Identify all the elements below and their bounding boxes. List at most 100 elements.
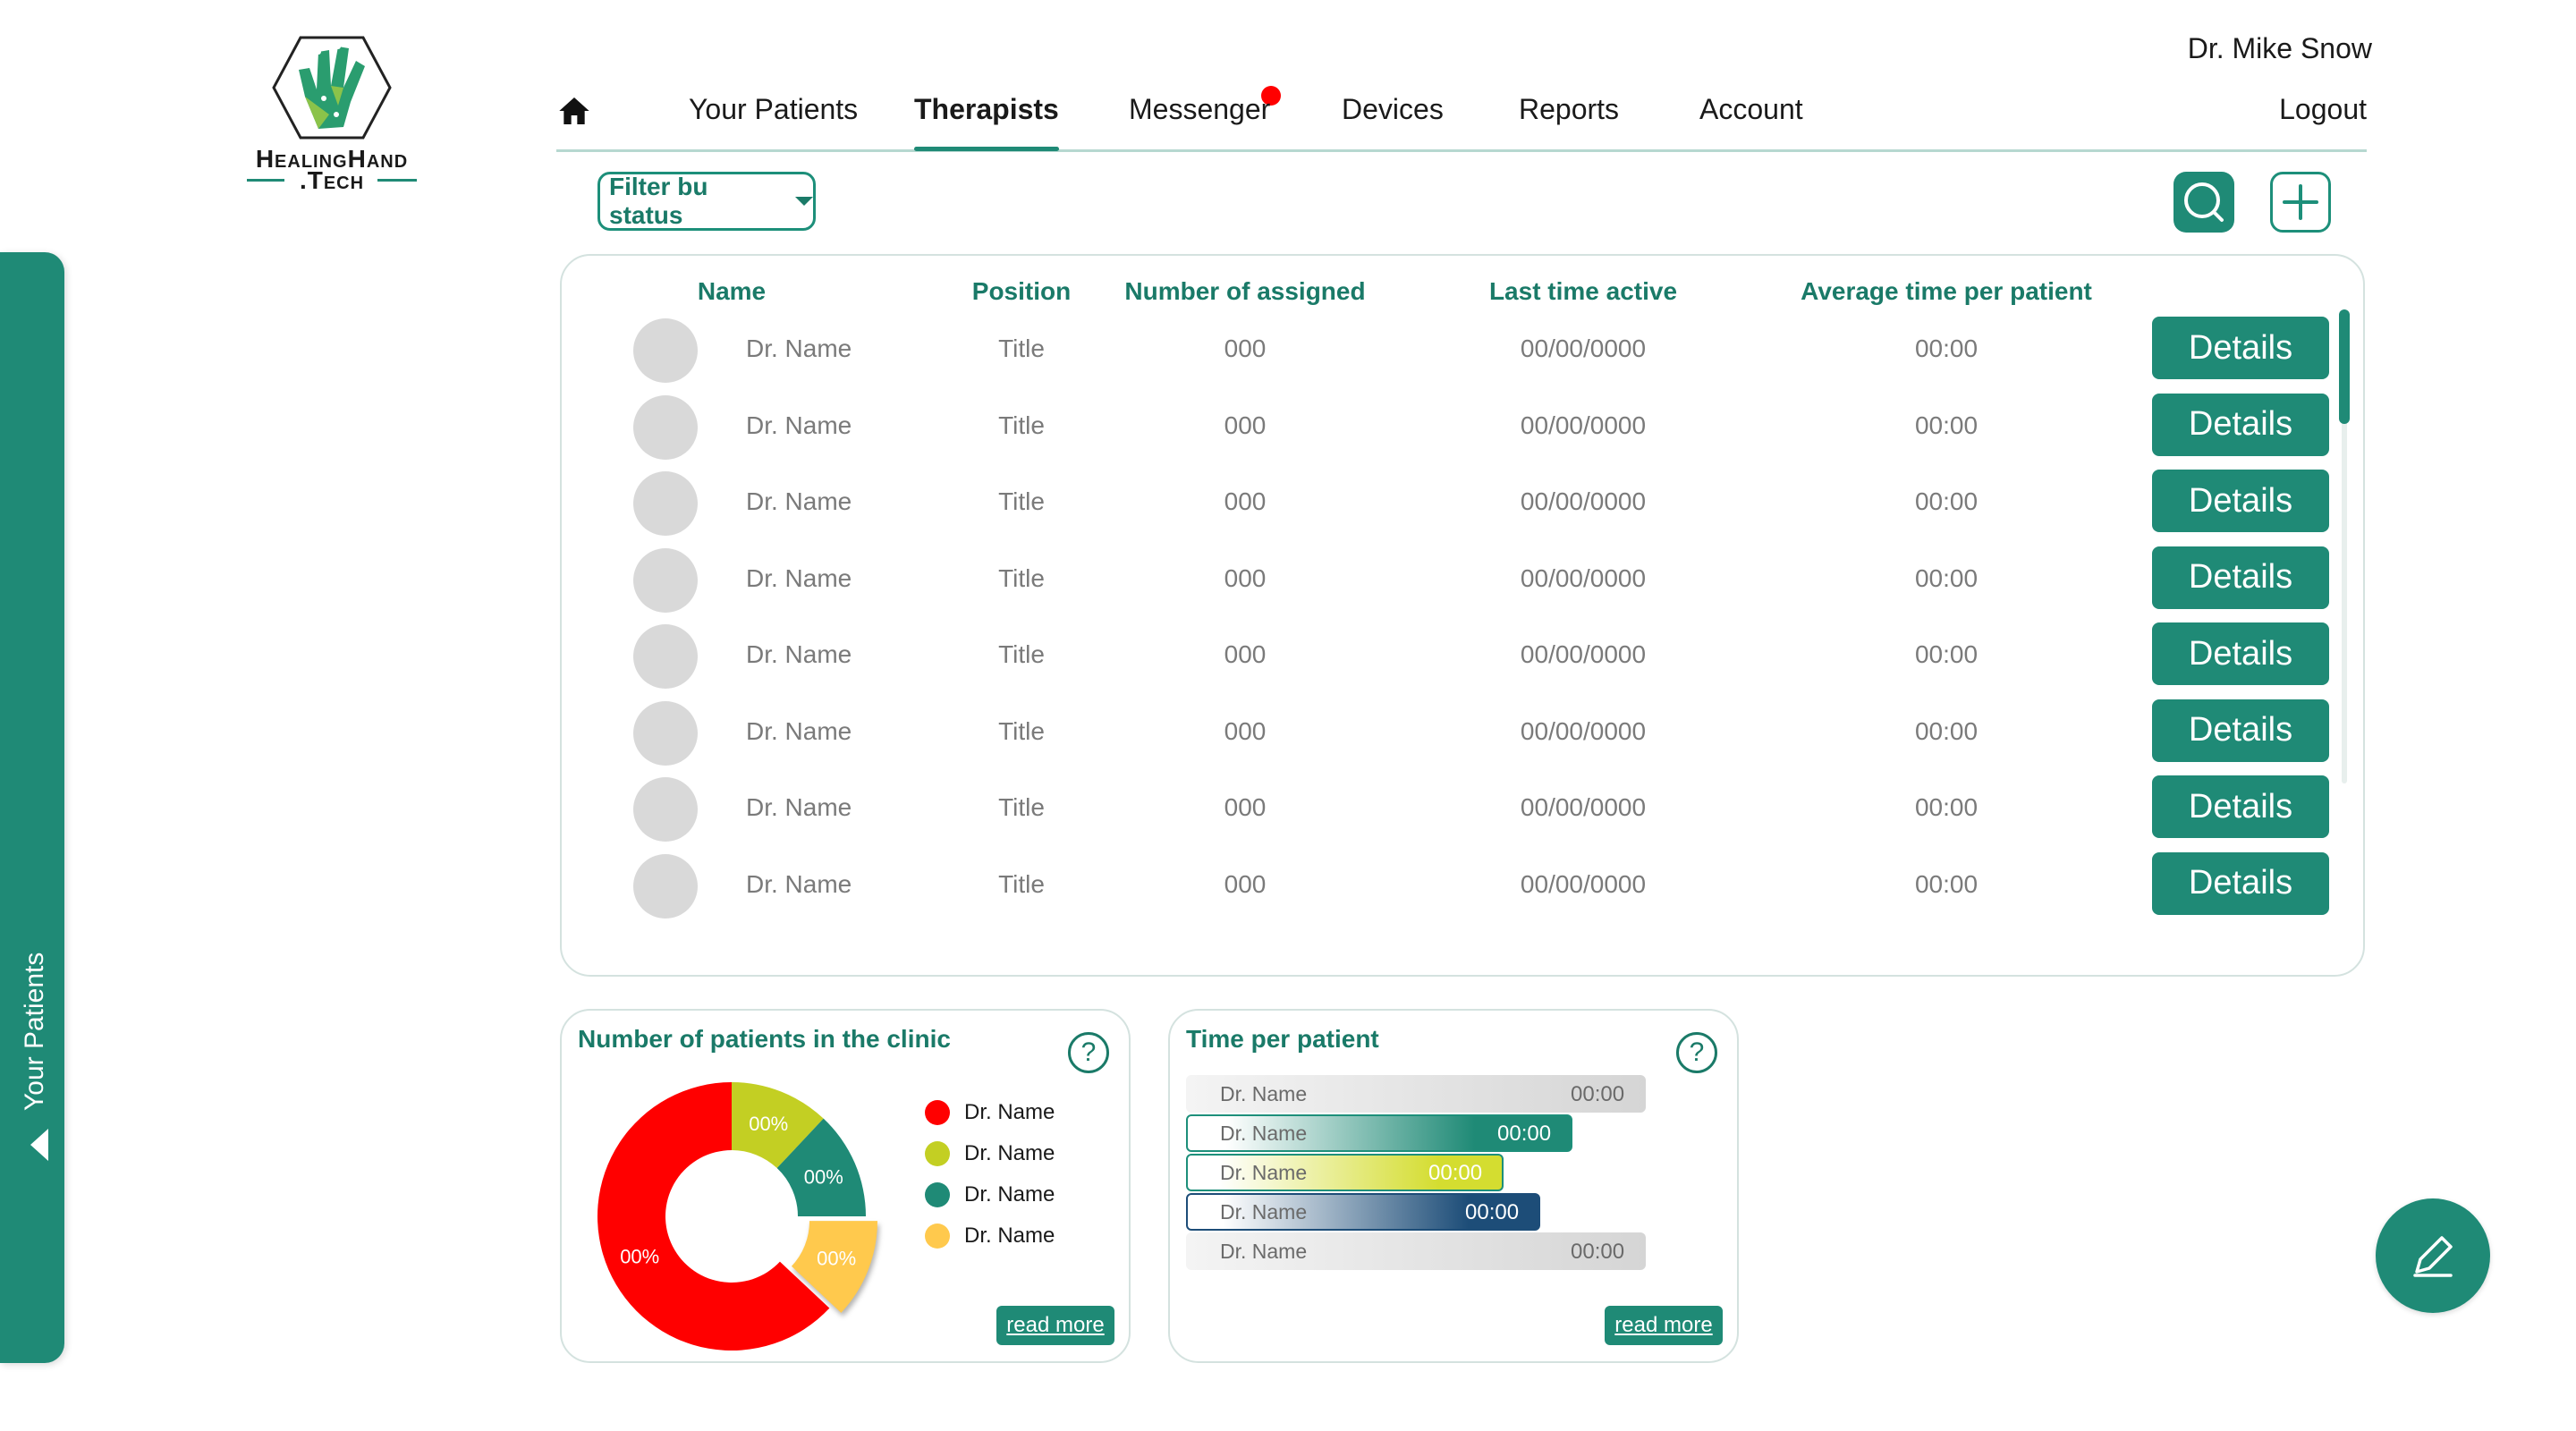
cell-avg-time: 00:00 (1914, 640, 1979, 668)
cell-name: Dr. Name (746, 716, 852, 745)
nav-your-patients[interactable]: Your Patients (689, 93, 859, 125)
time-bar-label: Dr. Name (1220, 1122, 1308, 1145)
details-button[interactable]: Details (2152, 393, 2329, 456)
time-bar[interactable] (1186, 1075, 1646, 1113)
legend-swatch (925, 1100, 950, 1125)
plus-icon (2283, 184, 2318, 220)
details-button[interactable]: Details (2152, 851, 2329, 915)
time-bar[interactable] (1186, 1114, 1572, 1152)
cell-avg-time: 00:00 (1914, 334, 1979, 362)
header-last-active: Last time active (1488, 277, 1678, 305)
slice-label: 00% (817, 1247, 856, 1269)
legend-swatch (925, 1141, 950, 1166)
cell-last-active: 00/00/0000 (1520, 334, 1647, 362)
patients-read-more-button[interactable]: read more (996, 1306, 1114, 1345)
time-bar-row: Dr. Name 00:00 (1186, 1114, 1646, 1152)
pencil-icon (2413, 1236, 2453, 1277)
table-scrollbar-thumb[interactable] (2339, 309, 2350, 424)
filter-status-label: Filter bu status (609, 173, 708, 229)
table-row: Dr. Name Title 000 00/00/0000 00:00 Details (562, 390, 2367, 465)
nav-therapists[interactable]: Therapists (914, 93, 1059, 151)
avatar (633, 853, 698, 919)
cell-assigned: 000 (1224, 640, 1267, 668)
donut-slice[interactable] (732, 1082, 824, 1169)
time-bar-value: 00:00 (1497, 1122, 1552, 1146)
brand-name: HealingHand (255, 145, 409, 173)
details-button[interactable]: Details (2152, 622, 2329, 685)
table-scrollbar-track[interactable] (2342, 309, 2347, 783)
cell-name: Dr. Name (746, 563, 852, 592)
details-button[interactable]: Details (2152, 775, 2329, 838)
nav-messenger[interactable]: Messenger (1129, 93, 1271, 125)
cell-last-active: 00/00/0000 (1520, 411, 1647, 439)
patients-donut-chart: 00% 00% 00% 00% (597, 1082, 878, 1351)
patients-in-clinic-card: Number of patients in the clinic ? 00% 00… (560, 1009, 1131, 1363)
time-bar[interactable] (1186, 1232, 1646, 1270)
filter-status-dropdown[interactable]: Filter bu status (597, 172, 816, 231)
legend-swatch (925, 1182, 950, 1207)
time-bar-label: Dr. Name (1220, 1161, 1308, 1184)
time-bar-label: Dr. Name (1220, 1200, 1308, 1224)
cell-assigned: 000 (1224, 487, 1267, 515)
details-button[interactable]: Details (2152, 699, 2329, 762)
slice-label: 00% (620, 1245, 659, 1267)
legend-label: Dr. Name (964, 1224, 1055, 1248)
time-card-title: Time per patient (1186, 1025, 1379, 1053)
logout-link[interactable]: Logout (2279, 93, 2367, 125)
brand-divider-right (377, 179, 417, 182)
help-icon[interactable]: ? (1676, 1032, 1717, 1073)
details-button[interactable]: Details (2152, 546, 2329, 609)
legend-item: Dr. Name (925, 1182, 1055, 1207)
time-bar-row: Dr. Name 00:00 (1186, 1232, 1646, 1270)
search-button[interactable] (2174, 172, 2234, 233)
details-button[interactable]: Details (2152, 470, 2329, 532)
cell-avg-time: 00:00 (1914, 411, 1979, 439)
cell-name: Dr. Name (746, 487, 852, 515)
time-per-patient-card: Time per patient ? Dr. Name 00:00 Dr. Name… (1168, 1009, 1739, 1363)
nav-account[interactable]: Account (1699, 93, 1803, 125)
legend-label: Dr. Name (964, 1182, 1055, 1207)
time-bar-value: 00:00 (1571, 1240, 1625, 1264)
time-bar-row: Dr. Name 00:00 (1186, 1075, 1646, 1113)
table-row: Dr. Name Title 000 00/00/0000 00:00 Details (562, 696, 2367, 771)
time-read-more-button[interactable]: read more (1605, 1306, 1723, 1345)
time-bar[interactable] (1186, 1154, 1504, 1191)
edit-button[interactable] (2376, 1198, 2490, 1313)
details-button[interactable]: Details (2152, 317, 2329, 379)
nav-reports[interactable]: Reports (1519, 93, 1620, 125)
help-icon[interactable]: ? (1068, 1032, 1109, 1073)
legend-label: Dr. Name (964, 1100, 1055, 1124)
cell-avg-time: 00:00 (1914, 716, 1979, 745)
cell-last-active: 00/00/0000 (1520, 869, 1647, 898)
brand-divider-left (247, 179, 284, 182)
cell-position: Title (998, 716, 1045, 745)
donut-slice[interactable] (791, 1221, 878, 1313)
header-avg-time: Average time per patient (1801, 277, 2092, 305)
time-bar[interactable] (1186, 1193, 1540, 1231)
legend-swatch (925, 1224, 950, 1249)
main-nav: Your Patients Therapists Messenger Devic… (556, 89, 2367, 152)
cell-assigned: 000 (1224, 334, 1267, 362)
home-icon[interactable] (556, 93, 592, 129)
legend-item: Dr. Name (925, 1141, 1055, 1166)
donut-slice[interactable] (597, 1082, 830, 1351)
cell-last-active: 00/00/0000 (1520, 563, 1647, 592)
cell-name: Dr. Name (746, 640, 852, 668)
cell-name: Dr. Name (746, 869, 852, 898)
cell-assigned: 000 (1224, 716, 1267, 745)
time-bar-label: Dr. Name (1220, 1082, 1308, 1105)
nav-devices[interactable]: Devices (1342, 93, 1444, 125)
cell-last-active: 00/00/0000 (1520, 487, 1647, 515)
time-bar-row: Dr. Name 00:00 (1186, 1193, 1646, 1231)
your-patients-drawer-tab[interactable]: Your Patients (0, 252, 64, 1363)
slice-label: 00% (804, 1166, 843, 1189)
add-therapist-button[interactable] (2270, 172, 2331, 233)
cell-position: Title (998, 563, 1045, 592)
cell-name: Dr. Name (746, 411, 852, 439)
cell-last-active: 00/00/0000 (1520, 640, 1647, 668)
donut-slice[interactable] (776, 1118, 866, 1216)
therapists-table: Name Position Number of assigned Last ti… (560, 254, 2365, 977)
avatar (633, 624, 698, 689)
table-row: Dr. Name Title 000 00/00/0000 00:00 Details (562, 772, 2367, 847)
hand-logo-icon (272, 36, 392, 140)
